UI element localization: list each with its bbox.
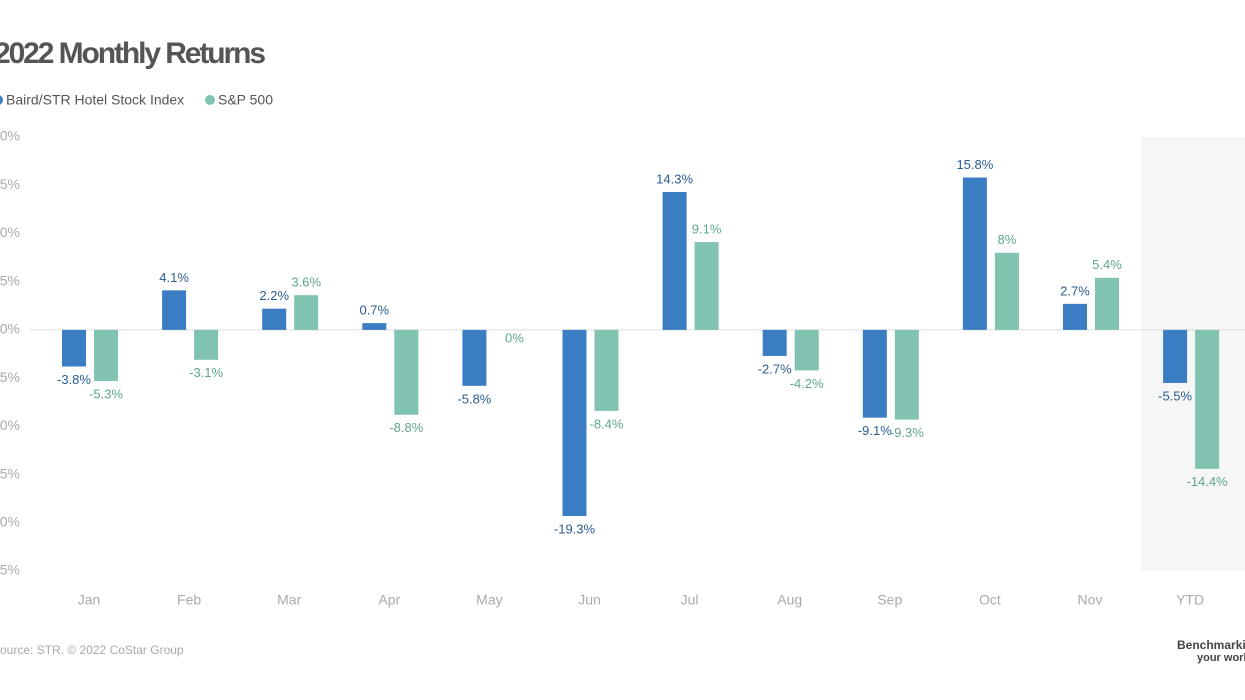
value-label: -9.1% [858, 423, 892, 438]
x-tick-label: May [476, 592, 502, 608]
bar [394, 329, 419, 415]
logo-text: Benchmarking [1177, 638, 1245, 652]
bar [94, 329, 118, 382]
source-note: Source: STR. © 2022 CoStar Group [0, 643, 184, 657]
bar [194, 329, 219, 360]
ytd-highlight [1141, 137, 1245, 571]
bar [594, 329, 619, 411]
y-tick-label: 0% [0, 321, 20, 337]
bar [762, 329, 787, 356]
legend-label: S&P 500 [218, 92, 273, 108]
bar [562, 329, 587, 517]
bar [1163, 329, 1188, 383]
value-label: 2.7% [1060, 283, 1090, 298]
y-tick-label: -10% [0, 417, 20, 433]
bar [962, 177, 987, 330]
x-tick-label: Sep [877, 592, 902, 608]
value-label: -3.8% [57, 372, 91, 387]
bar [462, 329, 487, 386]
legend-marker [205, 95, 215, 105]
y-tick-label: 10% [0, 224, 20, 240]
logo-text: your world [1197, 652, 1245, 664]
value-label: 3.6% [291, 275, 321, 290]
value-label: -5.3% [89, 386, 123, 401]
bar [1195, 329, 1220, 469]
y-tick-label: 5% [0, 272, 20, 288]
value-label: 4.1% [159, 270, 189, 285]
value-label: -8.4% [590, 416, 624, 431]
bar [1095, 277, 1119, 330]
x-tick-label: Jul [681, 592, 699, 608]
value-label: 0.7% [359, 303, 389, 318]
y-tick-label: -5% [0, 369, 20, 385]
value-label: -2.7% [758, 361, 792, 376]
value-label: 0% [505, 330, 524, 345]
x-tick-label: Mar [277, 592, 301, 608]
value-label: -19.3% [554, 521, 596, 536]
x-tick-label: Jan [78, 592, 101, 608]
value-label: 8% [998, 232, 1017, 247]
bar [262, 308, 287, 330]
bar [162, 290, 187, 330]
bar [662, 191, 687, 330]
chart-title: 2022 Monthly Returns [0, 37, 266, 70]
value-label: -4.2% [790, 376, 824, 391]
y-tick-label: 15% [0, 176, 20, 192]
bar [694, 242, 719, 330]
value-label: -14.4% [1186, 474, 1228, 489]
x-tick-label: YTD [1176, 592, 1204, 608]
y-tick-label: 20% [0, 128, 20, 144]
bar [862, 329, 887, 418]
legend-marker [0, 95, 3, 105]
bar [794, 329, 819, 371]
x-tick-label: Aug [777, 592, 802, 608]
bar [1063, 303, 1087, 330]
value-label: -8.8% [389, 420, 423, 435]
value-label: 9.1% [692, 222, 722, 237]
value-label: -9.3% [890, 425, 924, 440]
y-tick-label: -25% [0, 562, 20, 578]
value-label: 2.2% [259, 288, 289, 303]
value-label: -5.5% [1158, 388, 1192, 403]
bar [362, 323, 387, 330]
bar [994, 252, 1019, 330]
value-label: 5.4% [1092, 257, 1122, 272]
value-label: -5.8% [457, 391, 491, 406]
bar [62, 329, 86, 367]
x-tick-label: Oct [979, 592, 1001, 608]
x-tick-label: Feb [177, 592, 201, 608]
x-tick-label: Nov [1078, 592, 1103, 608]
legend-label: Baird/STR Hotel Stock Index [6, 92, 184, 108]
x-tick-label: Apr [378, 592, 400, 608]
bar [294, 295, 319, 330]
value-label: 15.8% [956, 157, 993, 172]
value-label: -3.1% [189, 365, 223, 380]
value-label: 14.3% [656, 171, 693, 186]
bar [894, 329, 919, 420]
y-tick-label: -20% [0, 513, 20, 529]
x-tick-label: Jun [578, 592, 601, 608]
y-tick-label: -15% [0, 465, 20, 481]
